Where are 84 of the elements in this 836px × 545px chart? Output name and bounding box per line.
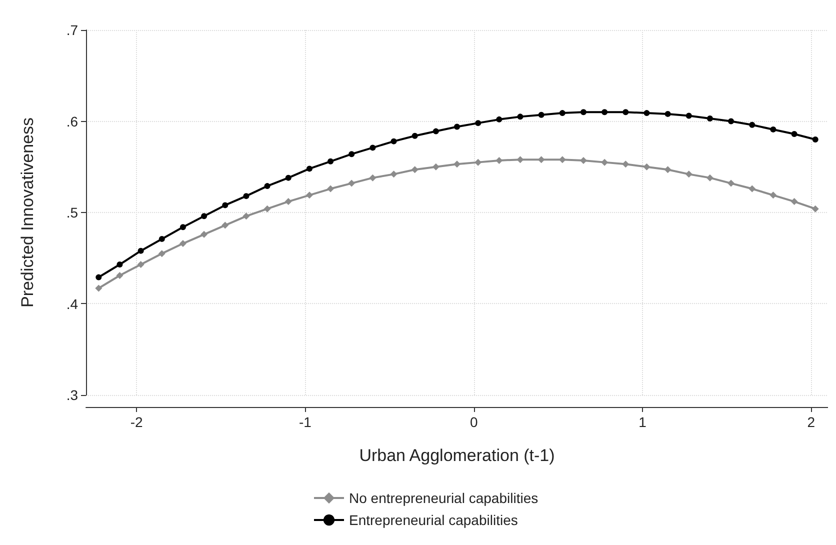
point [685, 170, 692, 178]
point [706, 116, 713, 122]
point [664, 166, 672, 174]
legend-label: No entrepreneurial capabilities [349, 490, 538, 506]
point [306, 192, 313, 199]
point [517, 114, 524, 120]
y-tick-label: .4 [66, 296, 78, 312]
y-tick-label: .3 [66, 387, 78, 403]
point [242, 212, 250, 220]
point [580, 109, 586, 116]
point [116, 272, 124, 279]
point [559, 110, 566, 116]
point [643, 163, 650, 170]
point [412, 132, 418, 139]
point [222, 202, 228, 208]
point [601, 158, 608, 166]
x-tick-label: 2 [807, 414, 816, 430]
point [664, 110, 671, 117]
point [264, 205, 271, 212]
point [116, 262, 123, 268]
x-tick-label: 0 [470, 414, 478, 430]
point [748, 185, 756, 192]
point [158, 236, 165, 242]
point [622, 160, 630, 168]
point [580, 156, 587, 164]
point [327, 185, 334, 192]
x-tick-label: -1 [299, 414, 312, 430]
point [622, 109, 629, 116]
point [538, 112, 544, 118]
point [432, 163, 440, 170]
point [812, 205, 819, 212]
point [306, 166, 312, 172]
y-tick-label: .5 [66, 204, 78, 220]
point [390, 138, 397, 144]
point [558, 156, 566, 164]
point [390, 170, 398, 178]
point [475, 120, 482, 126]
point [411, 166, 418, 174]
point [728, 180, 735, 187]
point [201, 213, 208, 220]
point [96, 274, 102, 280]
point [454, 124, 460, 130]
point [538, 156, 545, 164]
point [285, 174, 292, 181]
point [200, 230, 208, 238]
point [770, 192, 777, 199]
point [348, 180, 356, 187]
point [243, 193, 250, 200]
point [516, 156, 524, 164]
point [95, 284, 102, 292]
point [728, 118, 734, 124]
point [706, 174, 714, 182]
point [328, 158, 334, 164]
point [432, 128, 439, 134]
x-tick-label: 1 [638, 414, 647, 430]
point [348, 151, 355, 158]
point [158, 250, 166, 258]
point [770, 126, 776, 132]
point [179, 240, 186, 248]
point [496, 116, 502, 122]
point [474, 158, 482, 166]
point [284, 198, 292, 206]
point [686, 112, 692, 119]
y-tick-label: .7 [66, 22, 78, 38]
point [138, 248, 144, 254]
point [454, 160, 460, 168]
point [180, 224, 186, 230]
point [791, 131, 798, 138]
x-axis-title: Urban Agglomeration (t-1) [359, 446, 555, 465]
point [496, 156, 503, 164]
legend-label: Entrepreneurial capabilities [349, 512, 518, 528]
x-tick-label: -2 [130, 414, 144, 430]
point [790, 198, 798, 206]
point [602, 109, 608, 116]
y-axis-title: Predicted Innovativeness [18, 118, 37, 308]
point [644, 110, 650, 116]
point [812, 136, 818, 142]
y-tick-label: .6 [66, 113, 78, 130]
point [369, 174, 376, 182]
point [264, 183, 270, 190]
point [370, 144, 376, 151]
point [749, 122, 756, 128]
point [222, 222, 229, 229]
point [137, 261, 144, 268]
